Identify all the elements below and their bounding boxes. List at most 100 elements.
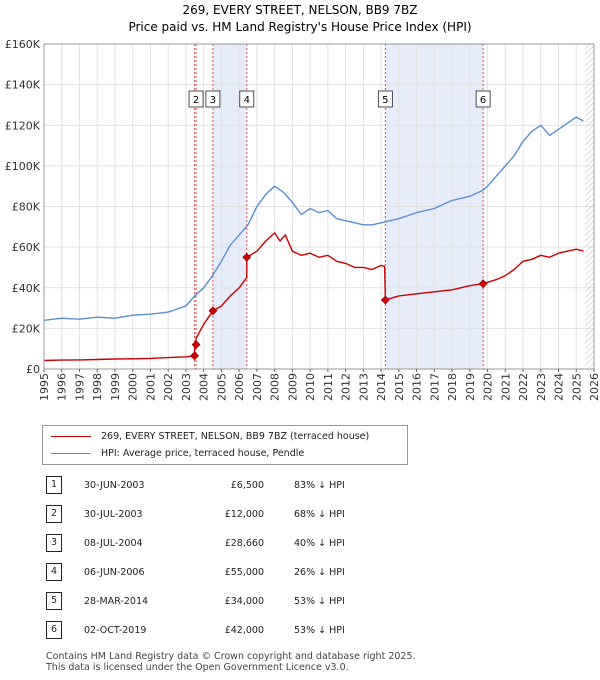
sale-label-number: 2	[193, 95, 199, 106]
y-tick-label: £0	[26, 363, 40, 376]
table-row: 6 02-OCT-2019 £42,000 53% ↓ HPI	[42, 621, 402, 641]
y-tick-label: £80K	[12, 201, 41, 214]
sale-number: 2	[46, 505, 62, 523]
plot-frame	[43, 43, 595, 370]
x-tick-label: 2013	[357, 373, 370, 401]
y-tick-label: £160K	[5, 38, 41, 51]
x-tick-label: 2002	[162, 373, 175, 401]
legend-label-property: 269, EVERY STREET, NELSON, BB9 7BZ (terr…	[101, 431, 370, 442]
x-tick-label: 2012	[340, 373, 353, 401]
chart-subtitle: Price paid vs. HM Land Registry's House …	[128, 20, 471, 34]
sale-number: 3	[46, 534, 62, 552]
table-row: 2 30-JUL-2003 £12,000 68% ↓ HPI	[42, 505, 402, 525]
sale-hpi-diff: 68% ↓ HPI	[294, 509, 345, 520]
sale-point	[190, 351, 200, 361]
sale-price: £55,000	[224, 567, 264, 578]
sale-hpi-diff: 26% ↓ HPI	[294, 567, 345, 578]
y-tick-label: £100K	[5, 160, 41, 173]
sale-date: 06-JUN-2006	[84, 567, 145, 578]
sale-number: 4	[46, 563, 62, 581]
series-line-hpi	[43, 116, 584, 321]
y-tick-label: £40K	[12, 282, 41, 295]
x-tick-label: 2014	[375, 373, 388, 401]
x-tick-label: 2010	[304, 373, 317, 401]
sale-hpi-diff: 40% ↓ HPI	[294, 538, 345, 549]
sale-price: £34,000	[224, 596, 264, 607]
legend-swatch-blue	[51, 453, 91, 454]
footer-line-1: Contains HM Land Registry data © Crown c…	[46, 651, 416, 662]
x-tick-label: 2005	[215, 373, 228, 401]
y-tick-label: £120K	[5, 119, 41, 132]
sale-price: £42,000	[224, 625, 264, 636]
x-tick-label: 2003	[180, 373, 193, 401]
sale-label-box	[239, 90, 255, 108]
table-row: 3 08-JUL-2004 £28,660 40% ↓ HPI	[42, 534, 402, 554]
x-tick-label: 2008	[269, 373, 282, 401]
sale-date: 30-JUN-2003	[84, 480, 145, 491]
sale-date: 08-JUL-2004	[84, 538, 143, 549]
legend-label-hpi: HPI: Average price, terraced house, Pend…	[101, 448, 305, 459]
y-tick-label: £140K	[5, 79, 41, 92]
sale-label-number: 3	[210, 95, 216, 106]
x-tick-label: 2024	[553, 373, 566, 401]
x-tick-label: 2001	[144, 373, 157, 401]
legend: 269, EVERY STREET, NELSON, BB9 7BZ (terr…	[42, 425, 408, 465]
x-tick-label: 2009	[286, 373, 299, 401]
sale-price: £28,660	[224, 538, 264, 549]
sale-label-number: 5	[382, 95, 388, 106]
legend-swatch-red	[51, 436, 91, 437]
table-row: 4 06-JUN-2006 £55,000 26% ↓ HPI	[42, 563, 402, 583]
sale-number: 6	[46, 621, 62, 639]
x-tick-label: 2025	[570, 373, 583, 401]
x-tick-label: 1995	[38, 373, 51, 401]
sale-date: 02-OCT-2019	[84, 625, 147, 636]
footer-line-2: This data is licensed under the Open Gov…	[46, 662, 349, 673]
sale-point	[478, 279, 488, 289]
x-tick-label: 2026	[588, 373, 600, 401]
sale-number: 1	[46, 476, 62, 494]
x-tick-label: 2021	[499, 373, 512, 401]
x-tick-label: 1997	[73, 373, 86, 401]
sale-label-box	[377, 90, 393, 108]
x-tick-label: 2022	[517, 373, 530, 401]
legend-item-property: 269, EVERY STREET, NELSON, BB9 7BZ (terr…	[51, 431, 369, 442]
x-tick-label: 2011	[322, 373, 335, 401]
x-tick-label: 1996	[56, 373, 69, 401]
future-hatch-region	[585, 44, 594, 369]
sale-point	[208, 306, 218, 316]
y-tick-label: £20K	[12, 322, 41, 335]
y-tick-label: £60K	[12, 241, 41, 254]
sale-date: 28-MAR-2014	[84, 596, 149, 607]
sale-hpi-diff: 53% ↓ HPI	[294, 625, 345, 636]
sale-point	[191, 340, 201, 350]
chart-title: 269, EVERY STREET, NELSON, BB9 7BZ	[183, 3, 418, 17]
sale-label-box	[475, 90, 491, 108]
sale-hpi-diff: 53% ↓ HPI	[294, 596, 345, 607]
table-row: 1 30-JUN-2003 £6,500 83% ↓ HPI	[42, 476, 402, 496]
x-tick-label: 2007	[251, 373, 264, 401]
sale-hpi-diff: 83% ↓ HPI	[294, 480, 345, 491]
x-tick-label: 1998	[91, 373, 104, 401]
sale-label-box	[205, 90, 221, 108]
x-tick-label: 2000	[127, 373, 140, 401]
legend-item-hpi: HPI: Average price, terraced house, Pend…	[51, 448, 304, 459]
x-tick-label: 2004	[198, 373, 211, 401]
x-tick-label: 2015	[393, 373, 406, 401]
footer-attribution: Contains HM Land Registry data © Crown c…	[46, 651, 416, 673]
sale-point	[242, 252, 252, 262]
sale-number: 5	[46, 592, 62, 610]
sale-point	[380, 295, 390, 305]
x-tick-label: 2006	[233, 373, 246, 401]
x-tick-label: 2016	[411, 373, 424, 401]
sale-label-box	[188, 90, 204, 108]
x-tick-label: 2019	[464, 373, 477, 401]
price-chart: 269, EVERY STREET, NELSON, BB9 7BZ Price…	[5, 3, 600, 401]
sale-label-number: 4	[244, 95, 250, 106]
sale-label-number: 6	[480, 95, 486, 106]
x-tick-label: 2018	[446, 373, 459, 401]
x-tick-label: 2023	[535, 373, 548, 401]
x-tick-label: 2017	[428, 373, 441, 401]
sale-price: £6,500	[230, 480, 264, 491]
x-tick-label: 1999	[109, 373, 122, 401]
sale-date: 30-JUL-2003	[84, 509, 143, 520]
